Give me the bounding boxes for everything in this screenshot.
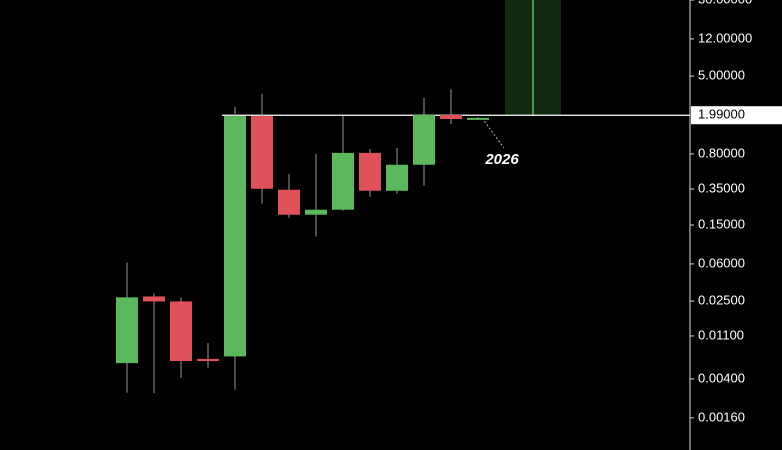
candle-body	[440, 115, 462, 120]
candle-body	[386, 164, 408, 191]
y-tick-label: 0.15000	[698, 216, 745, 231]
candle-body	[197, 358, 219, 361]
y-tick-label: 0.02500	[698, 293, 745, 308]
y-tick-label: 5.00000	[698, 68, 745, 83]
price-label: 1.99000	[698, 107, 745, 122]
y-tick-label: 0.00400	[698, 370, 745, 385]
price-label-box	[691, 106, 782, 125]
y-tick-label: 0.06000	[698, 255, 745, 270]
candle-body	[116, 297, 138, 364]
candle-body	[467, 117, 489, 120]
annotation: 2026	[484, 151, 519, 168]
y-tick-label: 0.35000	[698, 180, 745, 195]
y-tick-label: 12.00000	[698, 30, 752, 45]
candle-body	[359, 152, 381, 191]
candle-body	[413, 115, 435, 165]
candle-body	[251, 116, 273, 189]
candle-body	[170, 301, 192, 361]
y-tick-label: 0.01100	[698, 327, 744, 342]
candle-body	[278, 189, 300, 215]
candle-body	[143, 296, 165, 302]
y-tick-label: 0.80000	[698, 145, 745, 160]
y-tick-label: 30.00000	[698, 0, 752, 6]
candle-body	[332, 152, 354, 210]
y-tick-label: 0.00160	[698, 409, 745, 424]
candle-body	[305, 209, 327, 215]
candle-body	[224, 116, 246, 357]
